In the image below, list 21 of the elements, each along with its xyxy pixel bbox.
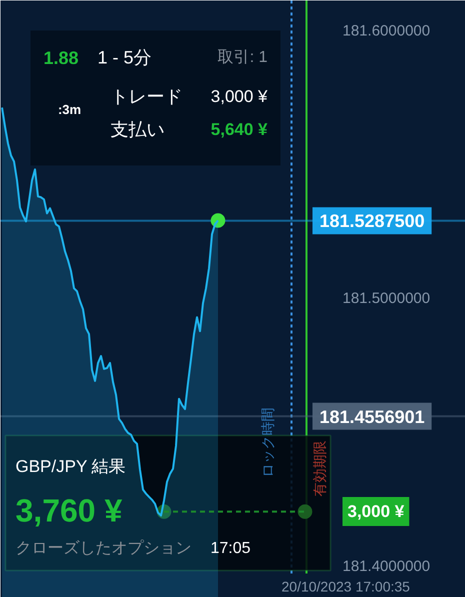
annotation: 1 - 5分 [98, 48, 152, 68]
annotation: ロック時間 [260, 408, 276, 478]
y-tick-label: 181.5000000 [342, 290, 430, 308]
annotation: 取引: 1 [218, 49, 268, 66]
ref-line-label: 181.4556901 [320, 406, 425, 427]
annotation: 3,760 ¥ [16, 492, 122, 528]
annotation: トレード [110, 86, 182, 106]
annotation: 有効期限 [312, 440, 328, 496]
y-tick-label: 181.4000000 [342, 558, 430, 575]
annotation: GBP/JPY 結果 [16, 457, 126, 476]
annotation: 1.88 [44, 48, 79, 68]
annotation: 支払い [110, 120, 164, 140]
annotation: 3,000 ¥ [348, 502, 405, 521]
annotation: 17:05 [210, 540, 251, 557]
y-tick-label: 181.6000000 [342, 22, 430, 40]
annotation: 20/10/2023 17:00:35 [282, 578, 410, 594]
annotation: 5,640 ¥ [210, 120, 268, 139]
annotation: クローズしたオプション [16, 539, 192, 557]
annotation: :3m [58, 102, 82, 117]
annotation: 3,000 ¥ [210, 87, 268, 106]
ref-line-label: 181.5287500 [320, 211, 425, 232]
